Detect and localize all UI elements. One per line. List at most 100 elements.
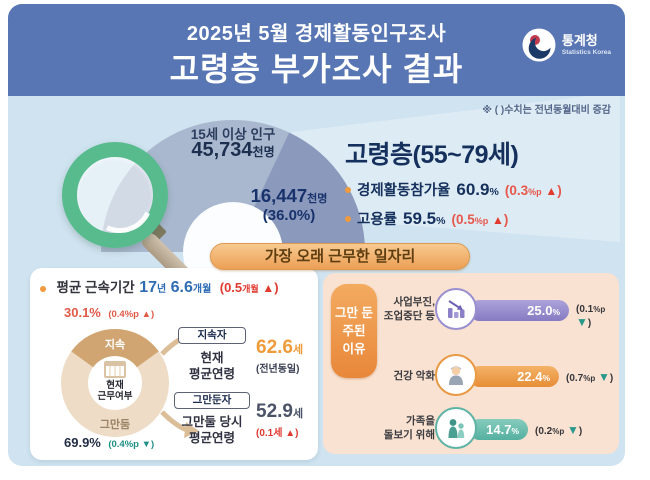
age-unit: 세	[292, 408, 304, 420]
continue-segment-label: 지속	[104, 339, 126, 351]
change-close: )	[274, 280, 279, 295]
down-arrow-icon: ▼	[598, 370, 610, 384]
elderly-count: 16,447	[250, 185, 308, 206]
continue-stat: 30.1% (0.4%p ▲)	[64, 304, 154, 322]
change-unit: %p	[528, 187, 542, 197]
avg-tenure-row: 평균 근속기간 17년 6.6개월 (0.5개월 ▲)	[40, 276, 279, 297]
change-value: (0.3	[504, 183, 529, 198]
bar-unit: %	[552, 307, 560, 317]
quitters-tag: 그만둔자	[174, 392, 250, 409]
age-change: (0.1세 ▲)	[256, 428, 299, 439]
tenure-change: (0.5개월 ▲)	[220, 280, 279, 295]
age-change: (전년동일)	[256, 364, 300, 375]
quit-reasons-panel: 그만 둔 주된 이유 사업부진, 조업중단 등 25.0% (0.1%p ▼) …	[323, 273, 619, 454]
change-business: (0.1%p ▼)	[576, 304, 619, 329]
survey-subtitle: 2025년 5월 경제활동인구조사	[186, 23, 447, 45]
participation-rate-row: 경제활동참가율 60.9% (0.3%p ▲)	[345, 179, 617, 200]
bar-business: 25.0%	[469, 300, 569, 321]
logo-name: 통계청	[561, 33, 598, 49]
bar-unit: %	[511, 426, 519, 436]
logo-text: 통계청 Statistics Korea	[561, 33, 611, 56]
employment-rate-unit: %	[436, 215, 446, 227]
reason-label-business: 사업부진, 조업중단 등	[383, 296, 435, 322]
population-total-number: 45,734	[191, 139, 253, 161]
infographic-card: 15세 이상 인구 45,734천명 16,447천명 (36.0%) 2025…	[8, 4, 625, 466]
participation-rate-unit: %	[489, 186, 499, 198]
change-close: )	[557, 183, 562, 198]
header: 2025년 5월 경제활동인구조사 고령층 부가조사 결과 통계청 Statis…	[8, 4, 625, 96]
statistics-korea-logo: 통계청 Statistics Korea	[522, 28, 611, 62]
age-unit: 세	[292, 344, 304, 356]
elderly-person-glyph	[449, 366, 463, 385]
quit-change: (0.4%p ▼)	[108, 439, 155, 450]
participation-rate-value: 60.9	[456, 180, 490, 199]
up-arrow-icon: ▲	[492, 213, 504, 227]
participation-rate-change: (0.3%p ▲)	[505, 183, 562, 198]
continuers-tag: 지속자	[178, 327, 246, 344]
change-close: )	[587, 318, 592, 329]
change-family: (0.2%p ▼)	[535, 423, 582, 437]
declining-bar-chart-glyph	[448, 300, 465, 318]
quitters-age-label: 그만둘 당시 평균연령	[181, 415, 243, 445]
employment-rate-change: (0.5%p ▲)	[451, 212, 508, 227]
continuers-age-value: 62.6세 (전년동일)	[256, 337, 320, 375]
calendar-icon	[104, 361, 126, 378]
declining-bar-chart-icon	[435, 288, 477, 330]
page-title: 고령층 부가조사 결과	[169, 51, 464, 87]
taegeuk-logo-icon	[522, 28, 556, 62]
change-value: (0.5	[451, 212, 475, 227]
up-arrow-icon: ▲	[262, 281, 275, 295]
elderly-wedge-label: 16,447천명 (36.0%)	[236, 185, 342, 224]
elderly-count-unit: 천명	[307, 193, 328, 205]
tenure-months: 6.6	[170, 279, 193, 296]
quit-pct: 69.9%	[64, 435, 101, 450]
bullet-icon	[40, 286, 46, 292]
elderly-share: (36.0%)	[262, 207, 316, 224]
tenure-years: 17	[139, 279, 157, 296]
tenure-panel: 평균 근속기간 17년 6.6개월 (0.5개월 ▲) 30.1% (0.4%p…	[30, 268, 318, 460]
down-arrow-icon: ▼	[567, 423, 579, 437]
up-arrow-icon: ▲	[545, 184, 558, 198]
age-number: 52.9	[256, 401, 293, 422]
tenure-years-unit: 년	[156, 284, 167, 295]
bullet-icon	[345, 215, 351, 222]
section-banner: 가장 오래 근무한 일자리	[210, 243, 470, 270]
quit-stat: 69.9% (0.4%p ▼)	[64, 434, 154, 452]
family-icon	[435, 407, 477, 449]
quitters-age-value: 52.9세 (0.1세 ▲)	[256, 401, 320, 439]
bar-value: 25.0	[527, 303, 553, 318]
avg-tenure-label: 평균 근속기간	[56, 280, 135, 295]
donut-center-label: 현재 근무여부	[97, 380, 133, 403]
change-value: (0.5	[219, 280, 243, 295]
change-unit: %p	[593, 305, 606, 314]
tenure-months-unit: 개월	[192, 284, 212, 295]
change-unit: %p	[552, 427, 565, 436]
age-number: 62.6	[256, 337, 293, 358]
quit-segment-label: 그만둠	[99, 419, 131, 431]
change-unit: %p	[583, 374, 596, 383]
quit-reasons-tag: 그만 둔 주된 이유	[331, 284, 377, 378]
change-value: (0.7	[566, 373, 584, 384]
bullet-icon	[345, 186, 351, 193]
bar-unit: %	[542, 373, 550, 383]
bar-family: 14.7%	[469, 419, 528, 440]
bar-value: 22.4	[517, 369, 543, 384]
logo-subname: Statistics Korea	[561, 48, 611, 56]
change-health: (0.7%p ▼)	[566, 370, 613, 384]
change-unit: %p	[474, 216, 489, 226]
bar-value: 14.7	[486, 422, 512, 437]
participation-rate-label: 경제활동참가율	[357, 183, 451, 199]
change-value: (0.2	[535, 426, 553, 437]
population-total-unit: 천명	[252, 145, 275, 159]
change-close: )	[609, 373, 614, 384]
change-unit: 개월	[242, 284, 259, 294]
elderly-summary: 고령층(55~79세) 경제활동참가율 60.9% (0.3%p ▲) 고용률 …	[345, 135, 617, 229]
reason-label-health: 건강 악화	[393, 370, 435, 382]
employment-rate-row: 고용률 59.5% (0.5%p ▲)	[345, 208, 617, 229]
population-total-value: 45,734천명	[148, 139, 318, 162]
change-close: )	[503, 212, 509, 227]
continue-pct: 30.1%	[64, 305, 101, 320]
bar-health: 22.4%	[469, 366, 559, 387]
continue-change: (0.4%p ▲)	[108, 309, 155, 320]
